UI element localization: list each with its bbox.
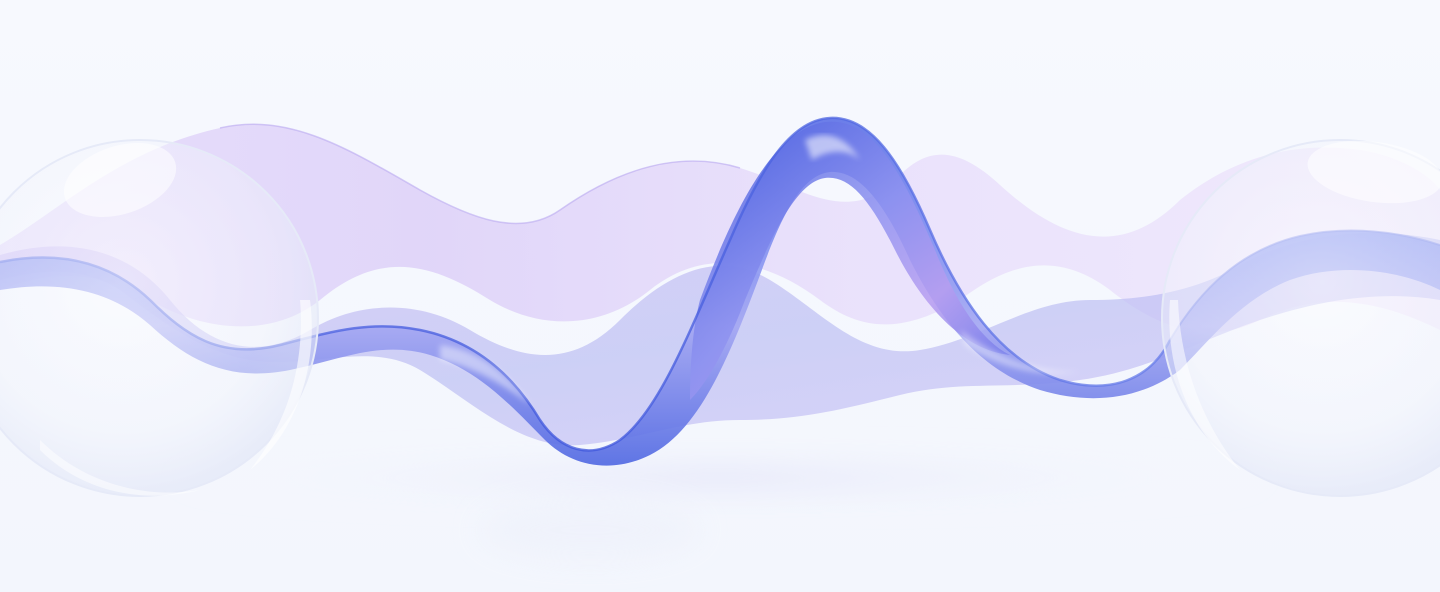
peak-highlight xyxy=(690,121,1010,400)
gloss-streak xyxy=(440,345,530,405)
gloss-streak xyxy=(960,330,1080,374)
glass-sphere-left xyxy=(0,139,319,497)
glass-sphere-right xyxy=(1161,139,1440,497)
back-ribbon xyxy=(0,124,1440,333)
reflection-blob xyxy=(480,500,700,560)
ribbon-edge-back xyxy=(219,123,741,225)
gloss-streak xyxy=(805,135,860,160)
floor-shadow xyxy=(160,452,1280,504)
